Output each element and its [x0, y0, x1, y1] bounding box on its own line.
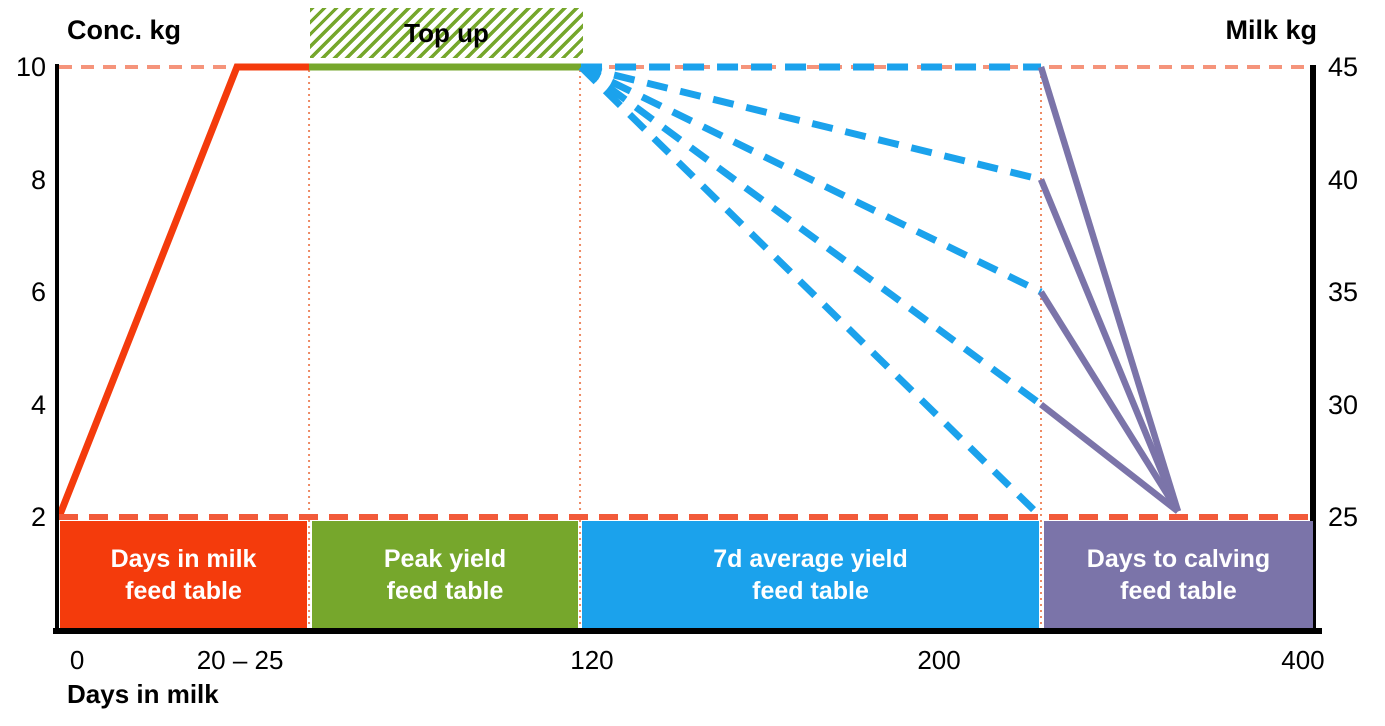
right-axis-tick-label: 30 — [1328, 389, 1359, 420]
band-days-to-calving-feed-table: Days to calving feed table — [1044, 521, 1313, 628]
left-axis-title: Conc. kg — [67, 15, 182, 45]
x-axis-tick-label: 120 — [570, 645, 614, 675]
left-axis-tick-label: 2 — [30, 502, 46, 532]
days-in-milk-ramp-line — [55, 63, 310, 519]
x-axis-tick-label: 200 — [917, 645, 961, 675]
right-axis-title: Milk kg — [1225, 15, 1317, 45]
band-days-in-milk-feed-table: Days in milk feed table — [60, 521, 308, 628]
right-axis-tick-label: 45 — [1328, 52, 1359, 82]
days-to-calving-taper-line — [1038, 290, 1181, 514]
right-axis-tick-label: 40 — [1328, 164, 1359, 195]
7d-average-yield-fan-line — [580, 63, 1042, 183]
days-to-calving-taper-line — [1039, 401, 1180, 514]
left-axis-tick-label: 4 — [30, 389, 46, 420]
left-axis-tick-label: 10 — [15, 52, 46, 82]
left-axis-tick-label: 6 — [30, 277, 46, 307]
band-label-line: feed table — [752, 576, 869, 605]
band-label-line: feed table — [1120, 576, 1237, 605]
band-7d-average-yield-feed-table: 7d average yield feed table — [582, 521, 1039, 628]
days-to-calving-taper-line — [1037, 66, 1182, 513]
right-axis-tick-label: 35 — [1328, 277, 1359, 307]
band-peak-yield-feed-table: Peak yield feed table — [312, 521, 579, 628]
band-label-line: 7d average yield — [713, 544, 908, 573]
7d-average-yield-fan-line — [578, 64, 1044, 520]
top-up-box: Top up — [310, 8, 583, 58]
band-label-line: feed table — [125, 576, 242, 605]
days-to-calving-taper-line — [1038, 178, 1181, 513]
7d-average-yield-fan-line — [578, 64, 1044, 408]
band-label-line: Peak yield — [383, 544, 507, 573]
left-axis-tick-label: 8 — [30, 164, 46, 195]
right-axis-tick-label: 25 — [1328, 502, 1359, 532]
x-axis-title: Days in milk — [67, 679, 219, 709]
7d-average-yield-fan-line — [579, 63, 1043, 296]
band-label-line: Days to calving — [1086, 544, 1271, 573]
x-axis-tick-label: 0 — [69, 645, 85, 675]
band-label-line: Days in milk — [110, 544, 257, 573]
top-up-label: Top up — [404, 17, 489, 48]
x-axis-tick-label: 400 — [1281, 645, 1325, 675]
x-axis-tick-label: 20 – 25 — [196, 645, 284, 675]
band-label-line: feed table — [386, 576, 504, 605]
